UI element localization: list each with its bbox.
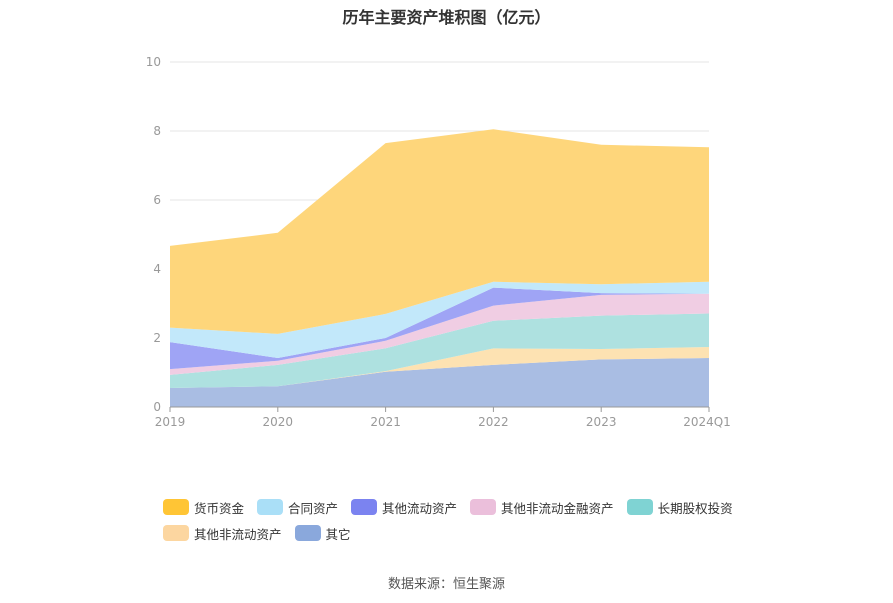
legend-label: 其它 [325,526,351,542]
y-tick-label: 4 [153,262,161,276]
legend-swatch [470,499,497,515]
y-tick-label: 10 [146,55,161,69]
y-tick-label: 0 [153,400,161,414]
chart-title: 历年主要资产堆积图（亿元） [342,8,551,27]
y-tick-label: 6 [153,193,161,207]
axes: 2019 2020 2021 2022 2023 2024Q1 [155,406,731,429]
legend-item[interactable]: 其他非流动资产 [163,520,282,546]
y-tick-label: 8 [153,124,161,138]
legend-label: 其他流动资产 [382,500,458,516]
legend-item[interactable]: 长期股权投资 [626,494,733,520]
legend-label: 合同资产 [288,500,339,516]
area-series-合同资产 [170,281,709,358]
x-tick-label: 2022 [478,415,509,429]
legend-item[interactable]: 货币资金 [163,494,244,520]
legend-swatch [294,525,321,541]
source-note: 数据来源：恒生聚源 [387,577,505,592]
legend-item[interactable]: 合同资产 [257,494,338,520]
legend-label: 货币资金 [194,500,245,516]
legend-item[interactable]: 其他非流动金融资产 [470,494,614,520]
legend-swatch [351,499,378,515]
legend-item[interactable]: 其它 [294,520,351,546]
x-tick-label: 2024Q1 [683,415,731,429]
legend-swatch [163,499,189,515]
legend-label: 其他非流动金融资产 [501,500,614,516]
legend-label: 长期股权投资 [657,500,733,516]
area-series-其它 [170,358,709,407]
area-series-其他非流动资产 [170,347,709,388]
legend-item[interactable]: 其他流动资产 [351,494,457,520]
area-series-其他非流动金融资产 [170,293,709,375]
area-series-货币资金 [170,129,709,334]
x-tick-label: 2023 [586,415,617,429]
area-series-长期股权投资 [170,313,709,388]
x-tick-label: 2021 [370,415,401,429]
legend-swatch [257,499,284,515]
area-series-其他流动资产 [170,287,709,370]
legend: 货币资金 合同资产 其他流动资产 其他非流动金融资产 长期股权投资其他非流动资产 其它 [163,494,803,546]
legend-label: 其他非流动资产 [194,526,282,542]
legend-swatch [626,499,653,515]
x-tick-label: 2019 [155,415,186,429]
y-tick-label: 2 [153,331,161,345]
x-tick-label: 2020 [263,415,294,429]
legend-swatch [163,525,189,541]
area-series [170,129,709,407]
